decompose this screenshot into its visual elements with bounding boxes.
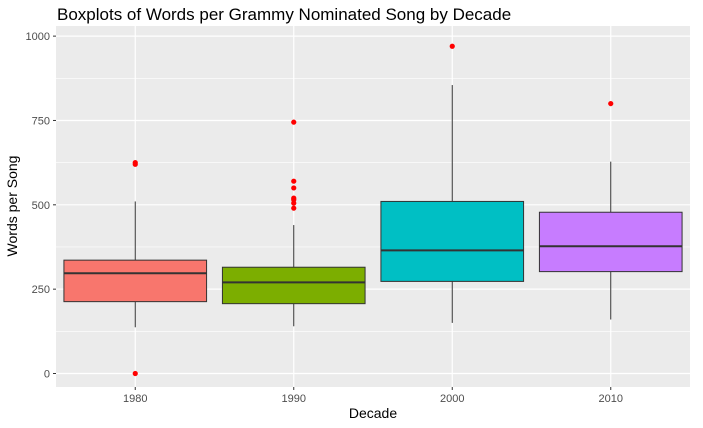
outlier-point [132,160,138,166]
x-tick-label: 1990 [282,393,306,405]
box-2000 [380,43,525,323]
chart-title: Boxplots of Words per Grammy Nominated S… [57,5,511,24]
outlier-point [291,185,297,191]
y-tick-label: 1000 [26,31,50,43]
x-tick-label: 1980 [123,393,147,405]
box-2010 [538,100,683,320]
y-tick-label: 0 [44,369,50,381]
box-1990 [221,119,366,327]
y-tick-label: 750 [32,115,50,127]
iqr-box [538,211,683,273]
iqr-box [63,259,208,303]
iqr-box [380,200,525,282]
y-axis-title: Words per Song [4,156,20,257]
x-tick-label: 2010 [599,393,623,405]
outlier-point [291,205,297,211]
outlier-point [132,370,138,377]
x-axis-ticks: 1980 1990 2000 2010 [123,387,623,405]
y-axis-ticks: 0 250 500 750 1000 [26,31,56,381]
outlier-point [291,119,297,125]
box-series [63,43,683,377]
outlier-point [291,178,297,184]
outlier-point [449,43,455,49]
plot-panel [56,26,690,387]
y-tick-label: 250 [32,284,50,296]
x-axis-title: Decade [349,405,397,421]
outlier-point [291,195,297,201]
outlier-point [608,100,614,107]
box-1980 [63,160,208,377]
iqr-box [221,266,366,305]
x-tick-label: 2000 [440,393,464,405]
y-tick-label: 500 [32,200,50,212]
